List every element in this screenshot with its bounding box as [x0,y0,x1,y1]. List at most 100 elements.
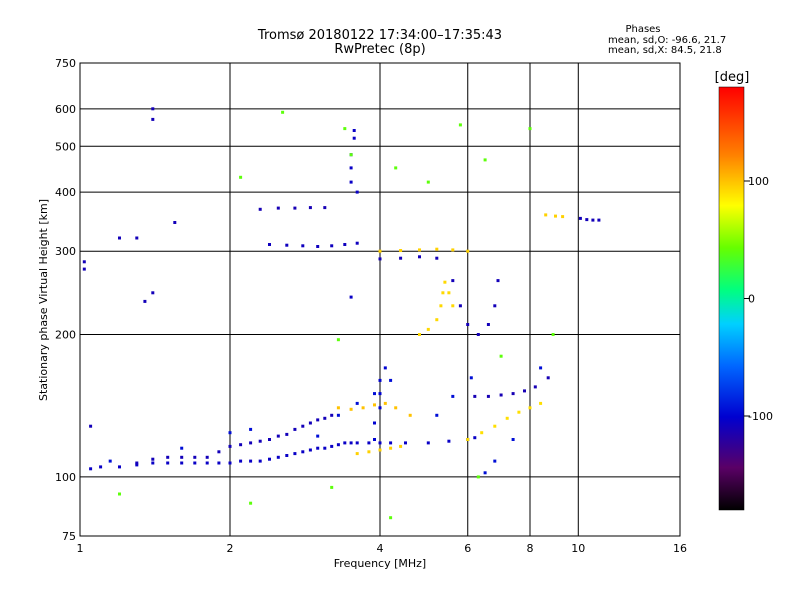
data-point [336,443,340,447]
data-point [373,438,376,441]
data-point [336,413,340,417]
x-axis-label: Frequency [MHz] [334,557,426,570]
series-points [466,401,543,441]
data-point [418,333,421,336]
series-points [544,213,565,219]
data-point [118,236,121,240]
data-point [293,427,297,431]
x-tick-label: 16 [673,542,687,555]
data-point [435,247,439,251]
data-point [118,492,121,496]
chart-title: Tromsø 20180122 17:34:00–17:35:43 [257,28,502,43]
data-point [316,446,320,450]
series-points [578,216,601,222]
data-point [528,406,532,410]
data-point [426,327,430,331]
data-point [476,475,480,479]
series-points [378,247,470,253]
data-point [349,441,353,445]
data-point [349,407,353,411]
data-point [205,461,209,465]
data-point [285,432,289,436]
data-point [511,392,515,396]
data-point [486,394,490,398]
data-point [151,461,155,465]
data-point [217,461,221,465]
data-point [378,441,382,445]
data-point [228,431,232,435]
colorbar-ticks: -100 0 100 [744,175,773,423]
data-point [180,446,184,450]
colorbar-tick-label: -100 [748,410,773,423]
data-point [99,465,103,469]
data-points [82,107,601,520]
data-point [276,206,280,210]
data-point [458,304,462,308]
colorbar-tick-label: 0 [748,293,755,306]
data-point [451,279,455,283]
y-tick-label: 100 [55,471,76,484]
data-point [389,516,393,520]
data-point [268,438,271,441]
data-point [323,416,327,420]
data-point [352,136,356,140]
data-point [268,457,271,461]
data-point [404,441,407,445]
data-point [451,248,455,252]
data-point [539,366,543,370]
data-point [373,392,376,396]
data-point [539,401,543,405]
series-points [82,107,177,428]
data-point [473,394,477,398]
data-point [89,424,93,428]
x-tick-label: 8 [527,542,534,555]
data-point [258,207,262,211]
data-point [151,117,155,121]
data-point [285,243,289,247]
series-points [89,436,477,471]
series-points [373,366,387,441]
y-tick-label: 750 [55,57,76,70]
data-point [378,249,382,253]
data-point [82,260,86,264]
data-point [389,441,393,445]
data-point [451,304,455,308]
data-point [408,413,412,417]
data-point [349,166,353,170]
data-point [173,221,177,224]
data-point [493,459,497,463]
data-point [316,245,320,248]
stats-heading: Phases [625,24,660,35]
data-point [486,323,490,326]
data-point [349,153,353,157]
data-point [276,455,280,459]
data-point [399,444,403,448]
data-point [180,461,184,465]
data-point [378,448,382,452]
data-point [426,441,430,445]
series-points [473,376,550,398]
data-point [355,401,359,405]
data-point [355,241,359,245]
data-point [466,438,470,441]
data-point [399,256,403,260]
data-point [239,175,243,179]
data-point [301,244,305,248]
data-point [330,244,334,248]
data-point [349,295,353,299]
data-point [483,158,487,162]
data-point [458,123,462,127]
series-points [355,444,403,456]
data-point [217,450,221,454]
data-point [499,393,503,397]
series-points [268,241,359,248]
data-point [135,236,139,240]
data-point [151,291,155,295]
data-point [308,421,312,425]
data-point [451,394,455,398]
series-points [418,280,455,336]
data-point [367,441,371,445]
data-point [249,427,253,431]
data-point [469,376,473,380]
data-point [355,452,359,456]
